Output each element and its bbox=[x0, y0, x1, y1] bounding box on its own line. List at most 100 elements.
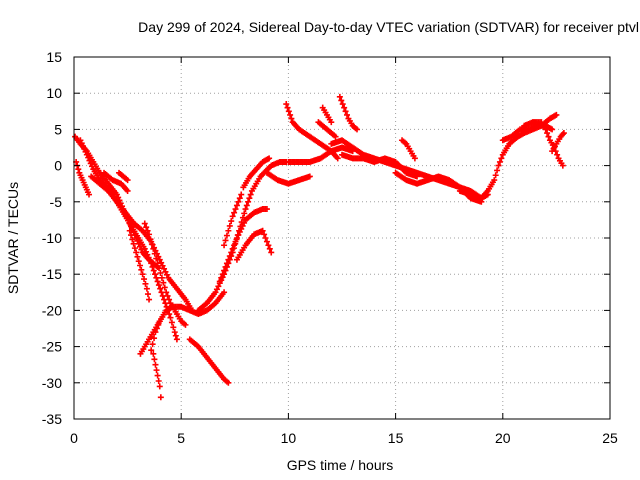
y-tick-label: -30 bbox=[42, 375, 62, 391]
axis-ticks: 0 5 10 15 20 25 -35 -30 -25 -20 -15 -10 -5 0 5 10 15 bbox=[42, 49, 618, 446]
y-tick-label: 10 bbox=[46, 85, 62, 101]
data-point bbox=[167, 314, 174, 321]
data-point bbox=[549, 126, 556, 133]
data-point bbox=[219, 271, 226, 278]
data-point bbox=[144, 227, 151, 234]
data-point bbox=[232, 238, 239, 245]
data-point bbox=[225, 227, 232, 234]
data-point bbox=[334, 155, 341, 162]
data-point bbox=[492, 172, 499, 179]
data-point bbox=[222, 263, 229, 270]
data-point bbox=[216, 278, 223, 285]
y-tick-label: -20 bbox=[42, 302, 62, 318]
data-point bbox=[287, 111, 294, 118]
data-point bbox=[213, 286, 220, 293]
data-point bbox=[148, 347, 155, 354]
x-tick-label: 20 bbox=[495, 430, 511, 446]
data-point bbox=[236, 195, 243, 202]
chart-title: Day 299 of 2024, Sidereal Day-to-day VTE… bbox=[138, 19, 639, 35]
x-tick-label: 0 bbox=[70, 430, 78, 446]
data-point bbox=[150, 245, 157, 252]
grid-lines bbox=[74, 57, 610, 419]
data-point bbox=[166, 296, 173, 303]
data-point bbox=[164, 292, 171, 299]
data-point bbox=[225, 379, 232, 386]
data-point bbox=[285, 108, 292, 115]
data-point bbox=[221, 289, 228, 296]
data-point bbox=[218, 274, 225, 281]
data-point bbox=[151, 356, 158, 363]
data-point bbox=[182, 321, 189, 328]
data-point bbox=[344, 111, 351, 118]
data-point bbox=[150, 350, 157, 357]
data-point bbox=[221, 267, 228, 274]
data-point bbox=[225, 256, 232, 263]
series-arc-16 bbox=[233, 227, 275, 263]
data-point bbox=[262, 235, 269, 241]
data-point bbox=[133, 249, 140, 256]
data-point bbox=[306, 173, 313, 180]
data-point bbox=[155, 377, 162, 384]
series-arc-11 bbox=[148, 289, 228, 354]
data-point bbox=[155, 321, 162, 328]
data-points bbox=[72, 93, 567, 401]
data-point bbox=[263, 238, 270, 245]
data-point bbox=[560, 130, 567, 137]
data-point bbox=[243, 202, 250, 209]
data-point bbox=[148, 260, 155, 267]
data-point bbox=[228, 218, 235, 225]
data-point bbox=[141, 276, 148, 283]
data-point bbox=[259, 227, 266, 234]
data-point bbox=[341, 104, 348, 111]
y-tick-label: 5 bbox=[54, 121, 62, 137]
data-point bbox=[86, 191, 93, 198]
series-arc-23 bbox=[336, 93, 361, 133]
data-point bbox=[498, 155, 505, 162]
data-point bbox=[147, 236, 154, 243]
data-point bbox=[212, 289, 219, 296]
data-point bbox=[124, 177, 131, 184]
data-point bbox=[247, 191, 254, 198]
data-point bbox=[156, 256, 163, 263]
data-point bbox=[75, 166, 82, 173]
data-point bbox=[221, 242, 228, 249]
data-point bbox=[161, 265, 168, 272]
data-point bbox=[266, 245, 273, 252]
data-point bbox=[226, 222, 233, 229]
series-arc-27 bbox=[392, 169, 485, 205]
data-point bbox=[411, 155, 418, 162]
data-point bbox=[152, 329, 159, 336]
data-point bbox=[222, 237, 229, 244]
data-point bbox=[223, 260, 230, 267]
data-point bbox=[245, 198, 252, 205]
x-tick-label: 25 bbox=[602, 430, 618, 446]
data-point bbox=[266, 155, 273, 162]
data-point bbox=[332, 133, 339, 140]
data-point bbox=[284, 104, 291, 111]
series-arc-31 bbox=[549, 130, 567, 155]
data-point bbox=[143, 224, 150, 231]
data-point bbox=[154, 260, 161, 267]
data-point bbox=[151, 335, 158, 342]
data-point bbox=[139, 271, 146, 278]
data-point bbox=[126, 227, 133, 234]
data-point bbox=[156, 383, 163, 390]
data-point bbox=[241, 210, 248, 217]
data-point bbox=[158, 274, 165, 281]
x-axis-label: GPS time / hours bbox=[287, 457, 394, 473]
data-point bbox=[223, 232, 230, 239]
data-point bbox=[141, 220, 148, 227]
data-point bbox=[231, 242, 238, 249]
data-point bbox=[157, 394, 164, 401]
data-point bbox=[226, 253, 233, 260]
data-point bbox=[154, 372, 161, 379]
data-point bbox=[157, 285, 164, 292]
data-point bbox=[231, 209, 238, 216]
data-point bbox=[166, 311, 173, 318]
data-point bbox=[153, 274, 160, 281]
data-point bbox=[124, 187, 131, 194]
data-point bbox=[233, 202, 240, 209]
data-point bbox=[148, 241, 155, 248]
series-arc-12 bbox=[186, 336, 232, 386]
